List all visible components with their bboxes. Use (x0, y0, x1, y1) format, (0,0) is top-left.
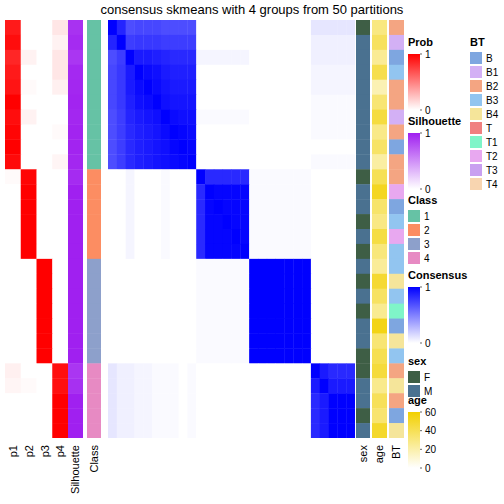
svg-text:1: 1 (424, 211, 430, 222)
svg-text:Class: Class (88, 445, 100, 473)
svg-text:M: M (424, 386, 432, 397)
svg-text:Prob: Prob (408, 36, 433, 48)
svg-text:0: 0 (425, 338, 431, 349)
svg-text:1: 1 (425, 49, 431, 60)
svg-text:T1: T1 (486, 137, 496, 148)
svg-text:1: 1 (425, 282, 431, 293)
svg-text:2: 2 (424, 225, 430, 236)
svg-text:BT: BT (390, 445, 402, 459)
svg-text:4: 4 (424, 253, 430, 264)
svg-text:p1: p1 (8, 445, 19, 457)
svg-text:Silhouette: Silhouette (69, 445, 81, 494)
svg-text:BT: BT (470, 36, 485, 48)
svg-text:B: B (486, 53, 493, 64)
svg-text:20: 20 (425, 444, 437, 455)
svg-text:sex: sex (357, 445, 369, 463)
svg-text:Class: Class (408, 194, 437, 206)
svg-text:Consensus: Consensus (408, 269, 467, 281)
svg-text:0: 0 (425, 184, 431, 195)
svg-text:40: 40 (425, 425, 437, 436)
svg-text:0: 0 (425, 105, 431, 116)
svg-text:Silhouette: Silhouette (408, 115, 461, 127)
svg-text:B2: B2 (486, 81, 496, 92)
svg-text:p4: p4 (54, 445, 66, 457)
svg-text:B3: B3 (486, 95, 496, 106)
svg-text:60: 60 (425, 407, 437, 418)
svg-text:age: age (408, 394, 427, 406)
svg-text:age: age (373, 445, 385, 463)
svg-text:T: T (486, 123, 492, 134)
svg-text:T3: T3 (486, 165, 496, 176)
svg-text:p2: p2 (23, 445, 35, 457)
svg-text:1: 1 (425, 128, 431, 139)
svg-text:consensus skmeans with 4 group: consensus skmeans with 4 groups from 50 … (101, 2, 404, 17)
svg-text:3: 3 (424, 239, 430, 250)
svg-text:sex: sex (408, 355, 427, 367)
svg-text:T2: T2 (486, 151, 496, 162)
svg-text:p3: p3 (39, 445, 51, 457)
svg-text:F: F (424, 372, 430, 383)
svg-text:T4: T4 (486, 179, 496, 190)
svg-text:0: 0 (425, 463, 431, 474)
svg-text:B4: B4 (486, 109, 496, 120)
svg-text:B1: B1 (486, 67, 496, 78)
